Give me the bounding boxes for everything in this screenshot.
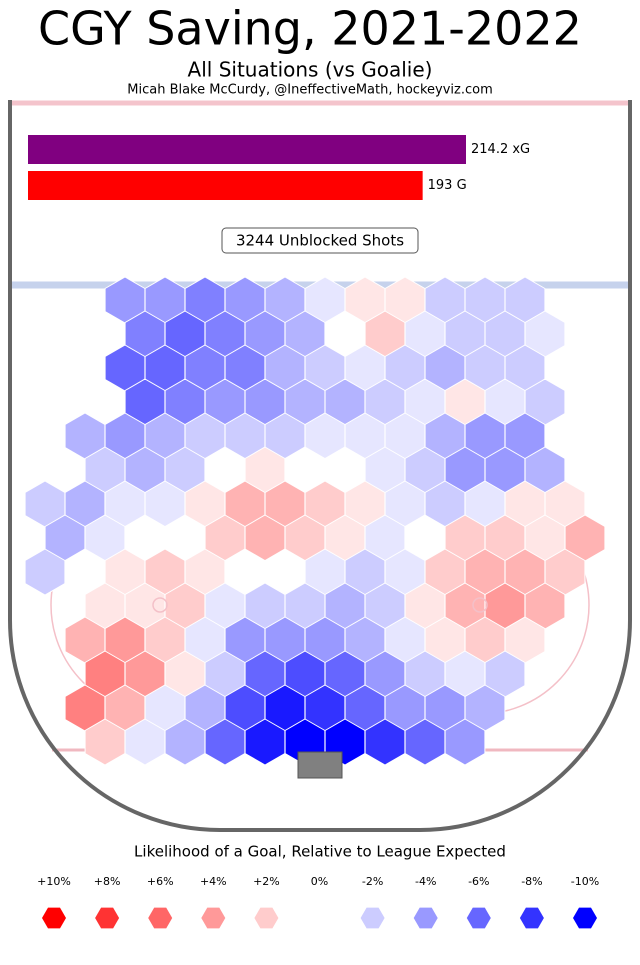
faceoff-dot (472, 597, 488, 613)
bar (28, 171, 423, 200)
legend-label: +10% (37, 875, 71, 888)
hex (444, 718, 486, 766)
bar-label: 214.2 xG (471, 142, 530, 157)
credit: Micah Blake McCurdy, @IneffectiveMath, h… (127, 83, 493, 98)
legend-label: -8% (521, 875, 542, 888)
legend-swatch (572, 907, 598, 929)
boards (8, 100, 632, 832)
hex-layer (24, 276, 606, 766)
legend-title: Likelihood of a Goal, Relative to League… (134, 843, 506, 861)
legend-swatch (254, 907, 279, 929)
legend-swatch (95, 907, 120, 929)
legend-swatch (41, 907, 67, 929)
legend-label: +6% (147, 875, 174, 888)
legend-label: -6% (468, 875, 489, 888)
legend-swatch (413, 907, 438, 929)
legend-label: +2% (253, 875, 280, 888)
legend-label: 0% (311, 875, 328, 888)
chart-subtitle: All Situations (vs Goalie) (188, 58, 433, 82)
faceoff-dot (152, 597, 168, 613)
bar (28, 135, 466, 164)
legend-swatch (307, 907, 332, 929)
legend-label: -4% (415, 875, 436, 888)
legend-label: -2% (362, 875, 383, 888)
legend-swatch (148, 907, 173, 929)
legend-swatch (360, 907, 385, 929)
shots-label: 3244 Unblocked Shots (236, 232, 404, 250)
rink-overlay (8, 100, 632, 832)
legend-swatch (519, 907, 544, 929)
shots-box (221, 227, 419, 254)
legend-label: -10% (571, 875, 599, 888)
legend-label: +8% (94, 875, 121, 888)
legend-swatch (201, 907, 226, 929)
net (297, 751, 343, 779)
bar-label: 193 G (428, 178, 467, 193)
legend-label: +4% (200, 875, 227, 888)
chart-title: CGY Saving, 2021-2022 (38, 2, 582, 56)
legend-swatch (466, 907, 491, 929)
